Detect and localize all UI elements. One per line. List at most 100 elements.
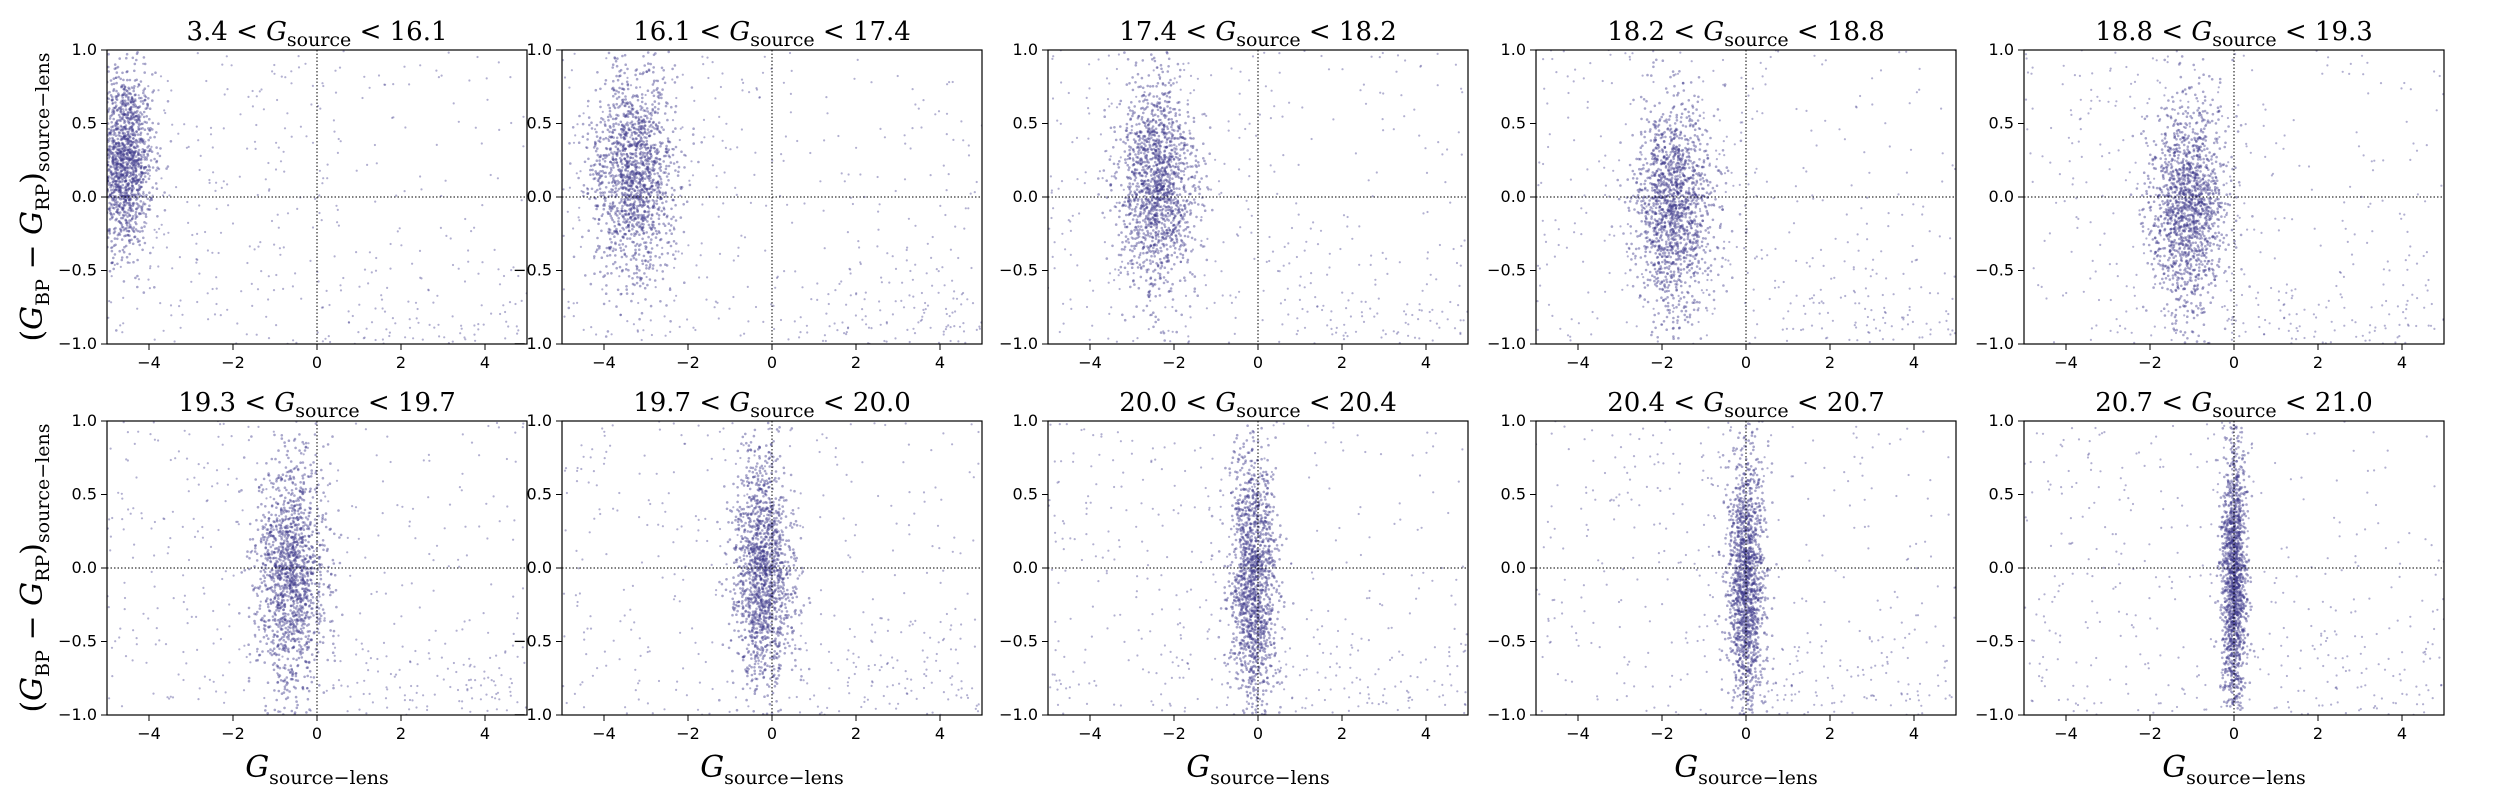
scatter-point (121, 206, 125, 209)
scatter-point (1133, 174, 1137, 178)
scatter-point (135, 208, 138, 211)
scatter-point (1157, 197, 1161, 200)
scatter-point (626, 112, 629, 116)
scatter-point (653, 105, 657, 109)
scatter-point (131, 242, 135, 246)
scatter-point (1160, 239, 1163, 242)
scatter-point (1148, 220, 1151, 223)
scatter-point (625, 159, 629, 163)
scatter-point (613, 181, 617, 184)
scatter-point (123, 168, 126, 172)
scatter-point (894, 267, 898, 270)
scatter-point (622, 129, 625, 132)
scatter-point (649, 62, 652, 66)
scatter-point (133, 134, 137, 137)
scatter-point (136, 145, 140, 148)
scatter-point (1128, 156, 1132, 160)
scatter-point (1157, 154, 1161, 158)
scatter-point (1181, 136, 1184, 139)
scatter-point (863, 195, 866, 199)
scatter-point (634, 168, 637, 172)
scatter-point (117, 148, 120, 151)
scatter-point (606, 212, 610, 215)
scatter-point (1174, 309, 1178, 313)
scatter-point (623, 71, 626, 75)
scatter-point (1156, 201, 1159, 204)
scatter-point (119, 221, 122, 224)
scatter-point (604, 292, 608, 296)
scatter-point (622, 124, 625, 128)
scatter-point (131, 56, 135, 60)
scatter-point (119, 172, 123, 176)
scatter-point (127, 92, 130, 95)
scatter-point (137, 116, 140, 119)
scatter-point (966, 298, 969, 301)
scatter-point (1174, 175, 1178, 178)
scatter-point (1151, 118, 1155, 122)
scatter-point (1198, 187, 1202, 191)
scatter-point (1135, 123, 1138, 126)
scatter-point (635, 281, 639, 285)
scatter-point (1178, 123, 1182, 127)
scatter-point (127, 150, 131, 154)
scatter-point (1125, 129, 1128, 132)
scatter-point (634, 144, 637, 148)
scatter-point (1152, 222, 1155, 226)
scatter-point (613, 235, 616, 238)
scatter-point (1157, 204, 1160, 208)
scatter-point (621, 209, 624, 213)
scatter-point (1173, 129, 1176, 132)
scatter-point (118, 220, 121, 223)
scatter-point (132, 156, 135, 159)
scatter-point (1127, 197, 1130, 201)
scatter-point (134, 216, 138, 219)
scatter-point (136, 237, 139, 241)
scatter-point (594, 149, 598, 153)
scatter-point (602, 154, 605, 157)
scatter-point (641, 163, 644, 166)
scatter-point (949, 339, 952, 343)
scatter-point (143, 172, 146, 175)
scatter-point (648, 206, 651, 210)
scatter-point (107, 207, 111, 211)
scatter-point (136, 203, 140, 206)
scatter-point (598, 187, 602, 191)
scatter-point (609, 167, 613, 170)
scatter-point (110, 128, 113, 132)
scatter-point (1173, 107, 1177, 111)
scatter-point (595, 248, 599, 251)
scatter-point (130, 140, 133, 144)
scatter-point (1155, 222, 1158, 226)
scatter-point (1152, 229, 1155, 232)
scatter-point (128, 199, 131, 202)
scatter-point (601, 165, 605, 169)
scatter-point (1162, 184, 1165, 188)
scatter-point (594, 197, 597, 200)
scatter-point (639, 183, 642, 186)
scatter-point (1157, 220, 1160, 224)
scatter-point (1155, 171, 1158, 174)
scatter-point (637, 118, 641, 121)
scatter-point (139, 166, 143, 170)
scatter-point (1154, 250, 1158, 253)
scatter-point (143, 128, 147, 131)
scatter-point (645, 275, 648, 279)
scatter-point (1142, 261, 1145, 264)
scatter-point (657, 189, 661, 192)
scatter-point (1139, 210, 1142, 214)
scatter-point (678, 325, 681, 328)
scatter-point (622, 114, 626, 117)
scatter-point (119, 119, 122, 123)
scatter-point (647, 159, 650, 163)
scatter-point (562, 234, 565, 237)
scatter-point (615, 209, 619, 212)
scatter-point (1158, 198, 1162, 202)
scatter-point (630, 133, 633, 137)
scatter-point (1145, 98, 1149, 102)
scatter-point (128, 135, 132, 138)
scatter-point (1161, 236, 1165, 240)
scatter-point (634, 248, 637, 252)
scatter-point (937, 270, 940, 273)
scatter-point (124, 93, 127, 96)
scatter-point (1163, 125, 1166, 128)
